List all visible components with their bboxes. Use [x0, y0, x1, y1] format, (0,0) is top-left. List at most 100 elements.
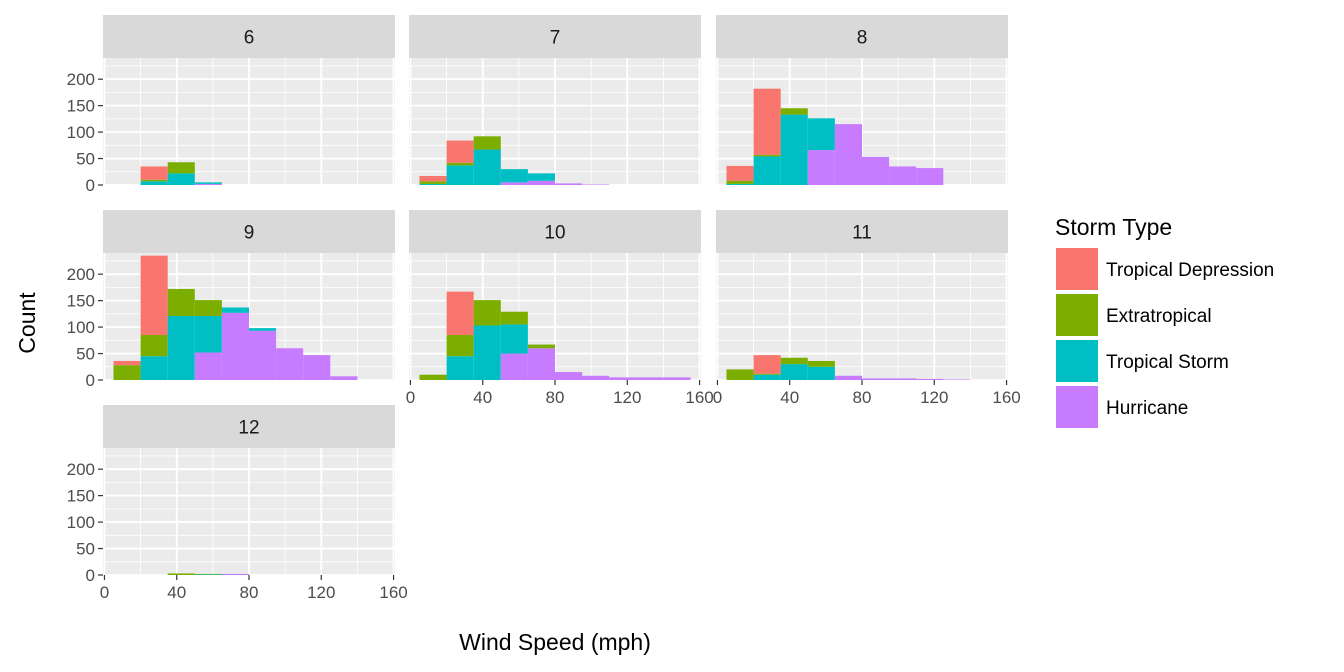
bar-segment-tropical-storm — [221, 307, 249, 313]
bar-segment-hurricane — [636, 377, 664, 380]
bar-segment-tropical-storm — [446, 165, 474, 185]
bar-segment-hurricane — [221, 312, 249, 380]
bar-segment-hurricane — [221, 573, 249, 575]
x-tick-label: 0 — [100, 583, 109, 602]
y-tick-label: 50 — [76, 345, 95, 364]
bar-segment-tropical-storm — [500, 169, 528, 183]
y-tick-label: 0 — [86, 371, 95, 390]
bar-segment-hurricane — [834, 375, 862, 380]
facet-panel-10: 10 0 40 80 120 160 — [406, 210, 714, 407]
bar-segment-extratropical — [167, 288, 195, 316]
bar-segment-hurricane — [249, 330, 277, 380]
y-tick-label: 200 — [67, 265, 95, 284]
facet-strip-label: 12 — [238, 418, 259, 439]
facet-strip-label: 8 — [857, 28, 868, 49]
y-tick-label: 200 — [67, 70, 95, 89]
bar-segment-hurricane — [527, 180, 555, 185]
bar-segment-hurricane — [916, 168, 944, 185]
facet-panel-8: 8 — [716, 15, 1008, 186]
bar-segment-extratropical — [780, 357, 808, 365]
legend-key — [1056, 294, 1098, 336]
bar-segment-hurricane — [609, 377, 637, 380]
bar-segment-hurricane — [834, 124, 862, 185]
x-axis-title: Wind Speed (mph) — [459, 629, 651, 655]
facet-strip — [103, 210, 395, 253]
bar-segment-tropical-storm — [807, 366, 835, 380]
legend-key — [1056, 340, 1098, 382]
bar-segment-extratropical — [140, 335, 168, 357]
bar-segment-tropical-storm — [446, 356, 474, 380]
facet-strip — [716, 210, 1008, 253]
legend-label: Hurricane — [1106, 398, 1188, 419]
bar-segment-tropical-storm — [473, 149, 501, 185]
facet-panel-9: 9 0 50 100 150 200 — [67, 210, 395, 390]
bar-segment-hurricane — [582, 184, 610, 185]
bar-segment-extratropical — [167, 573, 195, 575]
bar-segment-extratropical — [419, 181, 447, 184]
bar-segment-hurricane — [555, 372, 583, 380]
y-axis-title: Count — [14, 292, 40, 354]
x-tick-label: 160 — [685, 388, 713, 407]
bar-segment-tropical-storm — [194, 182, 222, 184]
bar-segment-hurricane — [862, 156, 890, 185]
facet-strip — [103, 15, 395, 58]
x-tick-label: 120 — [920, 388, 948, 407]
bar-segment-hurricane — [194, 352, 222, 380]
bar-segment-tropical-storm — [527, 173, 555, 181]
bar-segment-tropical-storm — [726, 183, 754, 185]
x-tick-label: 0 — [713, 388, 722, 407]
facet-strip-label: 11 — [852, 223, 872, 244]
facet-strip — [103, 405, 395, 448]
bar-segment-extratropical — [753, 373, 781, 375]
y-tick-label: 100 — [67, 513, 95, 532]
facet-panel-7: 7 — [409, 15, 701, 186]
bar-segment-hurricane — [276, 348, 304, 380]
bar-segment-hurricane — [330, 376, 358, 380]
bar-segment-hurricane — [943, 379, 971, 380]
bar-segment-tropical-storm — [194, 574, 222, 575]
bar-segment-hurricane — [663, 377, 691, 380]
bar-segment-tropical-storm — [140, 356, 168, 380]
bar-segment-tropical-storm — [194, 315, 222, 353]
x-tick-label: 40 — [780, 388, 799, 407]
bar-segment-hurricane — [889, 378, 917, 380]
bar-segment-hurricane — [500, 353, 528, 380]
facet-panel-6: 6 0 50 100 150 200 — [67, 15, 395, 195]
x-tick-label: 40 — [167, 583, 186, 602]
facet-panel-11: 11 0 40 80 120 160 — [713, 210, 1021, 407]
bar-segment-tropical-storm — [753, 156, 781, 185]
bar-segment-tropical-storm — [167, 173, 195, 185]
y-tick-label: 50 — [76, 150, 95, 169]
x-tick-label: 0 — [406, 388, 415, 407]
bar-segment-hurricane — [862, 378, 890, 380]
bar-segment-extratropical — [473, 300, 501, 326]
bar-segment-tropical-depression — [753, 88, 781, 155]
x-tick-label: 120 — [613, 388, 641, 407]
bar-segment-tropical-depression — [140, 166, 168, 180]
bar-segment-tropical-storm — [807, 118, 835, 151]
facet-strip — [409, 15, 701, 58]
facet-strip-label: 7 — [550, 28, 561, 49]
y-tick-label: 0 — [86, 176, 95, 195]
bar-segment-extratropical — [726, 369, 754, 380]
legend-key — [1056, 386, 1098, 428]
bar-segment-hurricane — [500, 182, 528, 185]
legend-label: Tropical Depression — [1106, 260, 1274, 281]
bar-segment-extratropical — [167, 162, 195, 174]
bar-segment-extratropical — [113, 365, 141, 380]
bar-segment-tropical-storm — [780, 364, 808, 380]
bar-segment-tropical-storm — [419, 183, 447, 185]
bar-segment-extratropical — [726, 180, 754, 184]
bar-segment-tropical-depression — [113, 360, 141, 366]
facet-strip-label: 10 — [544, 223, 565, 244]
facet-strip-label: 9 — [244, 223, 255, 244]
bar-segment-hurricane — [555, 183, 583, 185]
x-tick-label: 40 — [473, 388, 492, 407]
bar-segment-extratropical — [140, 179, 168, 182]
bar-segment-tropical-depression — [753, 355, 781, 374]
bar-segment-hurricane — [916, 378, 944, 380]
bar-segment-extratropical — [419, 374, 447, 380]
